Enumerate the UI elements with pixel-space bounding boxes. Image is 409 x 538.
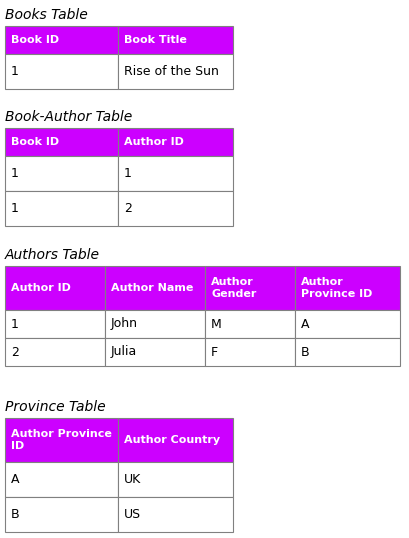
Bar bbox=[118, 191, 233, 226]
Text: Author ID: Author ID bbox=[124, 137, 184, 147]
Text: A: A bbox=[11, 473, 20, 486]
Text: Rise of the Sun: Rise of the Sun bbox=[124, 65, 219, 78]
Bar bbox=[5, 497, 118, 532]
Text: Julia: Julia bbox=[111, 345, 137, 358]
Text: 1: 1 bbox=[11, 202, 19, 215]
Text: Province Table: Province Table bbox=[5, 400, 106, 414]
Bar bbox=[118, 418, 233, 462]
Text: 2: 2 bbox=[124, 202, 132, 215]
Text: 2: 2 bbox=[11, 345, 19, 358]
Text: 1: 1 bbox=[11, 317, 19, 330]
Text: Author Name: Author Name bbox=[111, 283, 193, 293]
Text: Authors Table: Authors Table bbox=[5, 248, 100, 262]
Bar bbox=[295, 310, 400, 338]
Text: UK: UK bbox=[124, 473, 141, 486]
Text: Book ID: Book ID bbox=[11, 137, 59, 147]
Text: Author Province
ID: Author Province ID bbox=[11, 429, 112, 451]
Bar bbox=[105, 266, 205, 310]
Bar bbox=[205, 310, 295, 338]
Text: Author
Province ID: Author Province ID bbox=[301, 277, 372, 299]
Text: US: US bbox=[124, 508, 141, 521]
Bar bbox=[118, 156, 233, 191]
Text: M: M bbox=[211, 317, 222, 330]
Text: Book Title: Book Title bbox=[124, 35, 187, 45]
Bar bbox=[205, 338, 295, 366]
Bar bbox=[5, 462, 118, 497]
Text: 1: 1 bbox=[124, 167, 132, 180]
Text: B: B bbox=[301, 345, 310, 358]
Bar bbox=[5, 54, 118, 89]
Bar bbox=[5, 156, 118, 191]
Bar bbox=[5, 266, 105, 310]
Bar bbox=[118, 54, 233, 89]
Bar bbox=[105, 310, 205, 338]
Text: Books Table: Books Table bbox=[5, 8, 88, 22]
Bar bbox=[5, 418, 118, 462]
Bar bbox=[5, 128, 118, 156]
Bar bbox=[205, 266, 295, 310]
Bar bbox=[118, 128, 233, 156]
Bar bbox=[295, 338, 400, 366]
Text: B: B bbox=[11, 508, 20, 521]
Bar bbox=[105, 338, 205, 366]
Bar bbox=[5, 338, 105, 366]
Bar bbox=[5, 191, 118, 226]
Text: 1: 1 bbox=[11, 167, 19, 180]
Text: Author
Gender: Author Gender bbox=[211, 277, 256, 299]
Bar bbox=[5, 310, 105, 338]
Text: Author ID: Author ID bbox=[11, 283, 71, 293]
Text: John: John bbox=[111, 317, 138, 330]
Bar bbox=[118, 497, 233, 532]
Text: F: F bbox=[211, 345, 218, 358]
Text: Book-Author Table: Book-Author Table bbox=[5, 110, 132, 124]
Bar bbox=[118, 462, 233, 497]
Text: 1: 1 bbox=[11, 65, 19, 78]
Text: A: A bbox=[301, 317, 310, 330]
Text: Book ID: Book ID bbox=[11, 35, 59, 45]
Text: Author Country: Author Country bbox=[124, 435, 220, 445]
Bar bbox=[5, 26, 118, 54]
Bar bbox=[295, 266, 400, 310]
Bar bbox=[118, 26, 233, 54]
